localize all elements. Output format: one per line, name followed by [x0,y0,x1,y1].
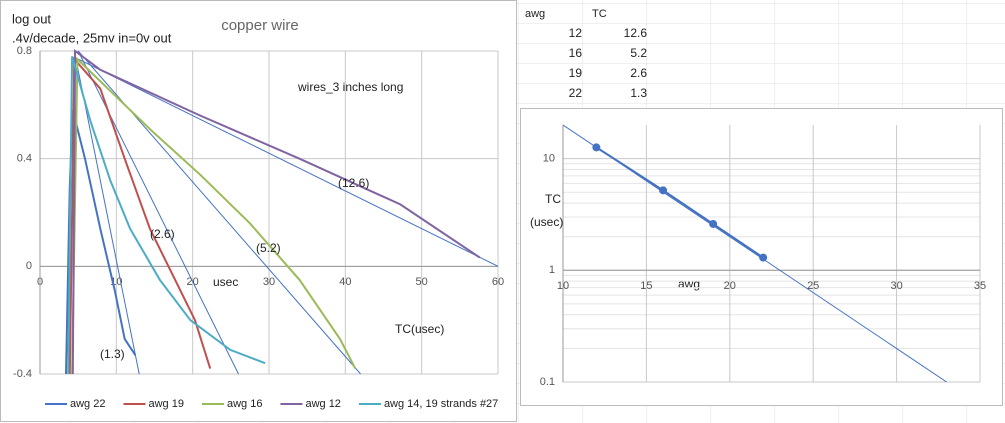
marker [659,186,668,195]
table-cell: 22 [569,86,583,100]
y-tick-label: 0.4 [17,153,32,165]
table-cell: 16 [569,46,583,60]
legend-label: awg 22 [70,398,105,410]
legend-label: awg 14, 19 strands #27 [384,398,498,410]
legend-label: awg 12 [305,398,340,410]
marker [709,219,718,228]
subtitle: .4v/decade, 25mv in=0v out [12,30,172,45]
x-tick-label: 60 [492,276,504,288]
legend-label: awg 16 [227,398,262,410]
x-tick-label: 20 [724,280,736,292]
table-cell: 12.6 [624,26,648,40]
y-tick-label: 0.1 [540,376,555,388]
annotation: wires_3 inches long [297,80,403,94]
y-axis-label: log out [12,11,51,26]
y-axis-label: TC [545,192,561,206]
table-cell: 2.6 [630,66,647,80]
x-tick-label: 30 [263,276,275,288]
x-axis-label: awg [678,277,700,291]
x-tick-label: 15 [640,280,652,292]
table-cell: 1.3 [630,86,647,100]
series-line [71,49,481,375]
annotation: (1.3) [100,347,125,361]
marker [592,143,601,152]
y-tick-label: 10 [543,153,555,165]
y-tick-label: 1 [549,264,555,276]
table-header: awg [525,8,545,20]
trendline [77,58,498,267]
chart-frame [0,0,517,422]
annotation: (2.6) [150,227,175,241]
x-tick-label: 35 [974,280,986,292]
x-tick-label: 40 [339,276,351,288]
table-cell: 12 [569,26,583,40]
y-tick-label: 0.8 [17,45,32,57]
x-tick-label: 30 [890,280,902,292]
series-line [67,56,266,375]
chart-title: copper wire [221,17,299,34]
legend-label: awg 19 [148,398,183,410]
annotation: TC(usec) [395,322,444,336]
x-axis-label: usec [213,275,238,289]
y-axis-label: (usec) [530,215,563,229]
annotation: (5.2) [256,241,281,255]
y-tick-label: 0 [26,260,32,272]
table-cell: 19 [569,66,583,80]
marker [759,253,768,262]
y-tick-label: -0.4 [13,368,32,380]
annotation: (12.6) [338,176,369,190]
x-tick-label: 50 [416,276,428,288]
series-line [595,146,764,259]
series-line [68,56,212,375]
table-cell: 5.2 [630,46,647,60]
table-header: TC [592,8,607,20]
series-line [71,56,357,375]
x-tick-label: 25 [807,280,819,292]
